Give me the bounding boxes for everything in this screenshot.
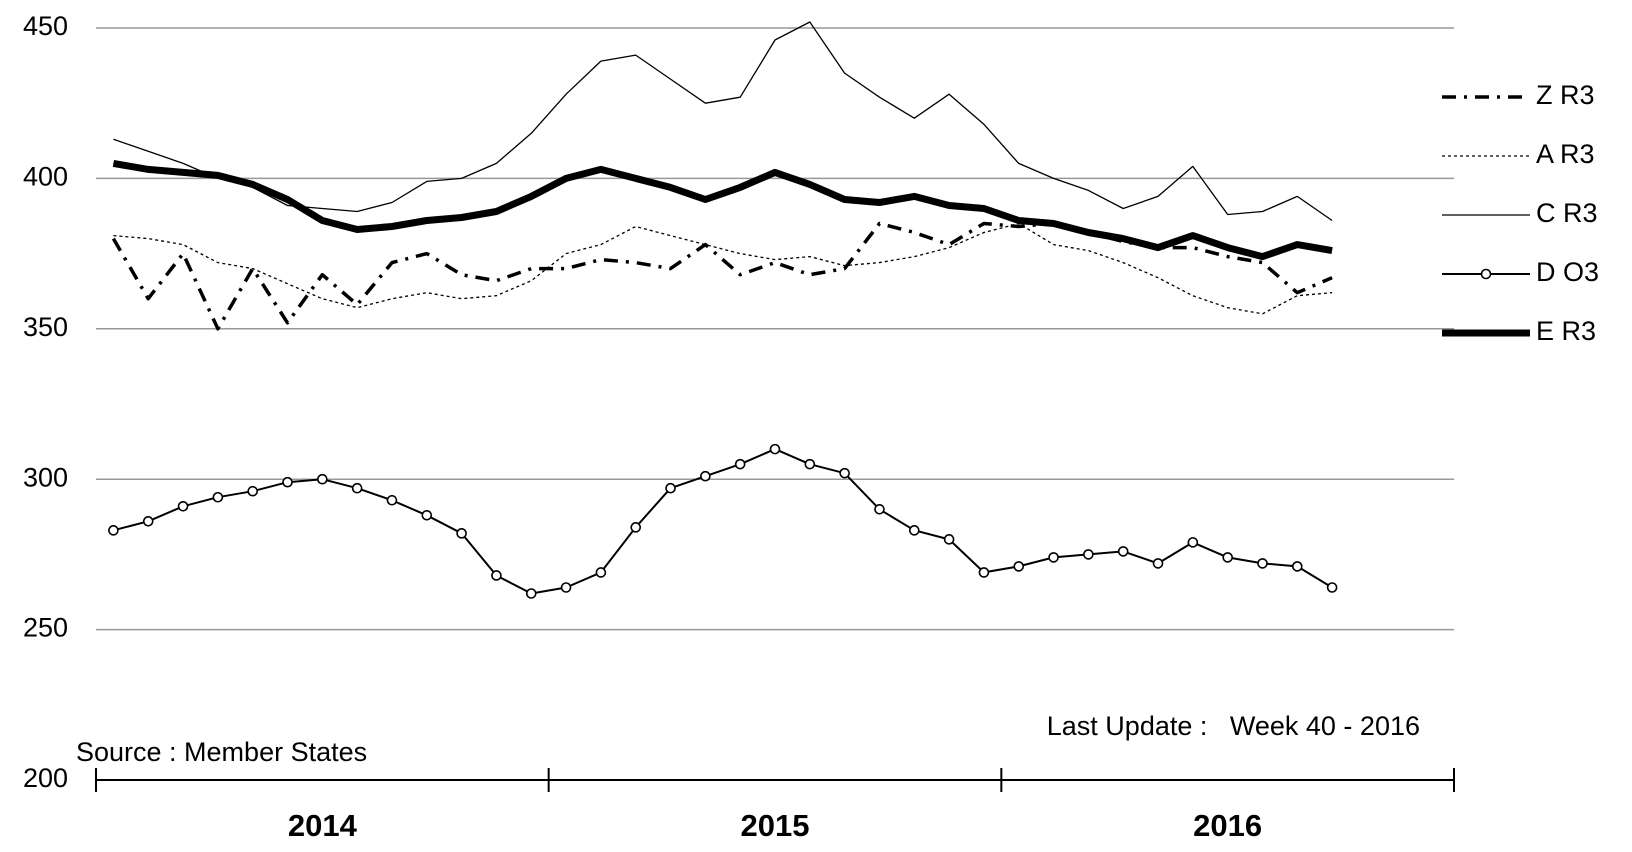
series-marker: [804, 458, 816, 470]
legend-marker: [1480, 268, 1492, 280]
series-marker: [491, 570, 502, 581]
series-marker: [525, 588, 537, 599]
series-marker: [1152, 558, 1164, 569]
series-marker: [943, 534, 955, 545]
x-tick-label: 2014: [288, 808, 358, 843]
x-tick-label: 2016: [1193, 808, 1262, 843]
y-tick-label: 400: [23, 162, 68, 192]
series-marker: [1013, 561, 1025, 572]
legend-label: C R3: [1536, 198, 1598, 228]
series-marker: [874, 503, 885, 515]
series-marker: [142, 516, 154, 527]
series-marker: [839, 467, 850, 479]
series-marker: [177, 500, 189, 512]
series-marker: [1048, 552, 1059, 563]
series-marker: [282, 476, 293, 488]
legend-label: A R3: [1536, 139, 1595, 169]
series-marker: [560, 582, 572, 593]
series-marker: [1257, 558, 1268, 569]
source-note: Source : Member States: [76, 737, 367, 767]
series-marker: [421, 509, 433, 521]
series-line: [113, 448, 1333, 595]
y-tick-label: 350: [23, 312, 68, 342]
y-tick-label: 200: [23, 763, 68, 793]
series-marker: [908, 525, 920, 536]
legend-label: E R3: [1536, 316, 1596, 346]
x-tick-label: 2015: [741, 808, 810, 843]
series-marker: [769, 443, 781, 455]
series-marker: [978, 567, 990, 578]
series-line: [111, 221, 1333, 331]
series-marker: [1222, 552, 1233, 563]
series-marker: [247, 485, 258, 497]
legend-label: Z R3: [1536, 80, 1595, 110]
series-marker: [1117, 546, 1129, 557]
y-tick-label: 300: [23, 462, 68, 492]
series-marker: [1326, 582, 1338, 593]
series-marker: [317, 473, 328, 485]
legend-label: D O3: [1536, 257, 1599, 287]
y-tick-label: 450: [23, 11, 68, 41]
series-marker: [456, 528, 467, 539]
series-marker: [386, 494, 398, 506]
series-marker: [700, 470, 711, 482]
series-marker: [665, 482, 676, 494]
update-note: Last Update : Week 40 - 2016: [1047, 711, 1420, 741]
series-marker: [595, 567, 607, 578]
series-marker: [1292, 561, 1303, 572]
series-line: [113, 222, 1333, 315]
series-marker: [1083, 549, 1094, 560]
series-marker: [1187, 537, 1199, 548]
series-marker: [212, 491, 224, 503]
series-marker: [630, 522, 642, 533]
series-marker: [108, 525, 119, 536]
series-marker: [351, 482, 363, 494]
series-marker: [734, 458, 746, 470]
y-tick-label: 250: [23, 613, 68, 643]
series-line: [113, 21, 1333, 222]
series-line: [112, 159, 1333, 261]
